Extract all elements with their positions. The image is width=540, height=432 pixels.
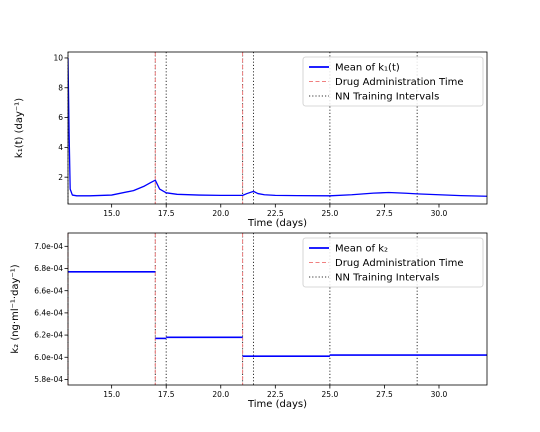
x-tick-label: 30.0 — [431, 390, 448, 399]
x-tick-label: 22.5 — [267, 390, 284, 399]
x-tick-label: 20.0 — [212, 390, 229, 399]
legend-label: Mean of k₁(t) — [335, 63, 400, 74]
x-tick-label: 20.0 — [212, 209, 229, 218]
y-tick-label: 6.0e-04 — [34, 353, 63, 362]
y-tick-label: 6.4e-04 — [34, 308, 63, 317]
x-axis-label: Time (days) — [247, 399, 307, 410]
subplot-1: 15.0 17.5 20.0 22.5 25.0 27.5 30.0 2 4 6 8 10 Time (… — [14, 51, 488, 229]
x-tick-label: 17.5 — [158, 390, 175, 399]
series-line — [68, 57, 487, 197]
x-tick-label: 15.0 — [103, 209, 120, 218]
legend-box — [302, 237, 484, 288]
x-tick-label: 25.0 — [322, 390, 339, 399]
y-tick-label: 10 — [53, 54, 63, 63]
x-tick-label: 17.5 — [158, 209, 175, 218]
x-tick-label: 15.0 — [103, 390, 120, 399]
y-axis-label: k₂ (ng·ml⁻¹·day⁻¹) — [10, 264, 21, 353]
y-tick-label: 6 — [58, 113, 63, 122]
y-tick-label: 5.8e-04 — [34, 375, 63, 384]
y-tick-label: 7.0e-04 — [34, 242, 63, 251]
legend: Mean of k₁(t) Drug Administration Time NN … — [302, 56, 484, 107]
y-tick-label: 6.2e-04 — [34, 331, 63, 340]
legend-label: NN Training Intervals — [335, 273, 439, 284]
subplot-2: 15.0 17.5 20.0 22.5 25.0 27.5 30.0 5.8e-04 6.0e-… — [10, 232, 488, 410]
y-tick-label: 4 — [58, 143, 63, 152]
x-tick-label: 27.5 — [376, 390, 393, 399]
y-tick-label: 8 — [58, 83, 63, 92]
y-tick-label: 6.8e-04 — [34, 264, 63, 273]
legend: Mean of k₂ Drug Administration Time NN Tra… — [302, 237, 484, 288]
legend-box — [302, 56, 484, 107]
legend-label: Drug Administration Time — [335, 258, 464, 269]
axes-frame — [67, 51, 488, 205]
y-tick-label: 6.6e-04 — [34, 286, 63, 295]
y-axis-label: k₁(t) (day⁻¹) — [14, 98, 25, 158]
axes-frame — [67, 232, 488, 386]
x-tick-label: 22.5 — [267, 209, 284, 218]
x-axis-label: Time (days) — [247, 218, 307, 229]
x-tick-label: 27.5 — [376, 209, 393, 218]
y-tick-label: 2 — [58, 173, 63, 182]
x-tick-label: 25.0 — [322, 209, 339, 218]
legend-label: NN Training Intervals — [335, 92, 439, 103]
legend-label: Mean of k₂ — [335, 244, 388, 255]
legend-label: Drug Administration Time — [335, 77, 464, 88]
x-tick-label: 30.0 — [431, 209, 448, 218]
